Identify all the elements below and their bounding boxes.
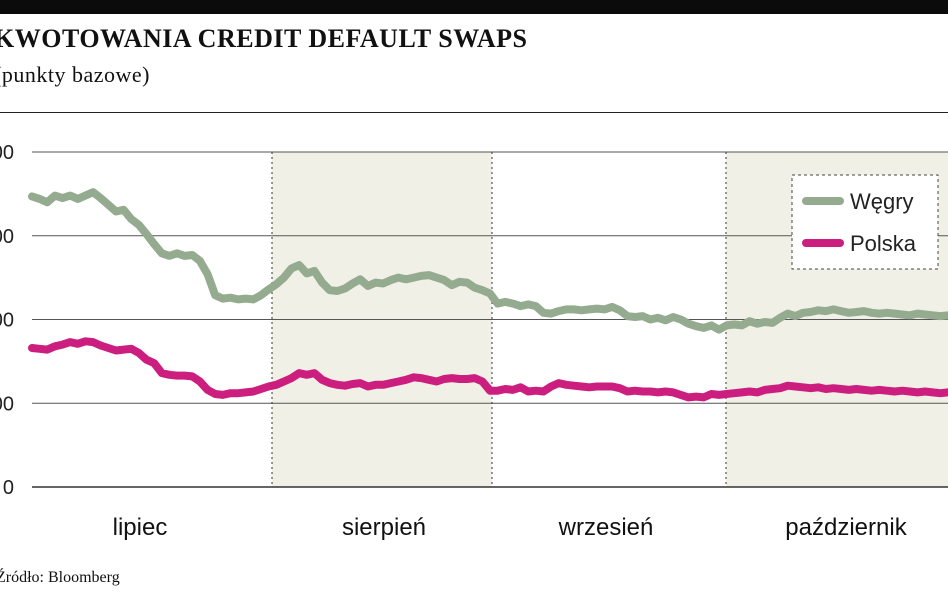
month-label-0: lipiec xyxy=(113,514,168,541)
month-label-3: październik xyxy=(785,514,907,541)
y-tick-label-100: 100 xyxy=(0,393,14,415)
top-bar xyxy=(0,0,948,14)
y-tick-label-200: 200 xyxy=(0,310,14,332)
legend-label-polska: Polska xyxy=(850,231,917,256)
y-tick-label-300: 300 xyxy=(0,226,14,248)
series-lines xyxy=(28,188,948,402)
month-labels: lipiec sierpień wrzesień październik xyxy=(113,514,908,541)
y-tick-label-0: 0 xyxy=(3,477,14,499)
month-label-2: wrzesień xyxy=(558,514,654,541)
legend-box xyxy=(791,174,939,270)
month-label-1: sierpień xyxy=(342,514,426,541)
chart-title: Kwotowania credit default swaps xyxy=(0,24,528,53)
legend: Węgry Polska xyxy=(791,174,939,270)
series-line-polska xyxy=(28,337,948,402)
y-tick-label-400: 400 xyxy=(0,142,14,164)
series-line-wegry xyxy=(28,188,948,334)
chart-subtitle: (punkty bazowe) xyxy=(0,62,150,87)
legend-label-wegry: Węgry xyxy=(850,189,914,214)
source-note: Źródło: Bloomberg xyxy=(0,569,120,586)
month-separators xyxy=(271,152,727,487)
y-tick-labels: 0 100 200 300 400 xyxy=(0,142,14,499)
header-rule xyxy=(0,112,948,113)
